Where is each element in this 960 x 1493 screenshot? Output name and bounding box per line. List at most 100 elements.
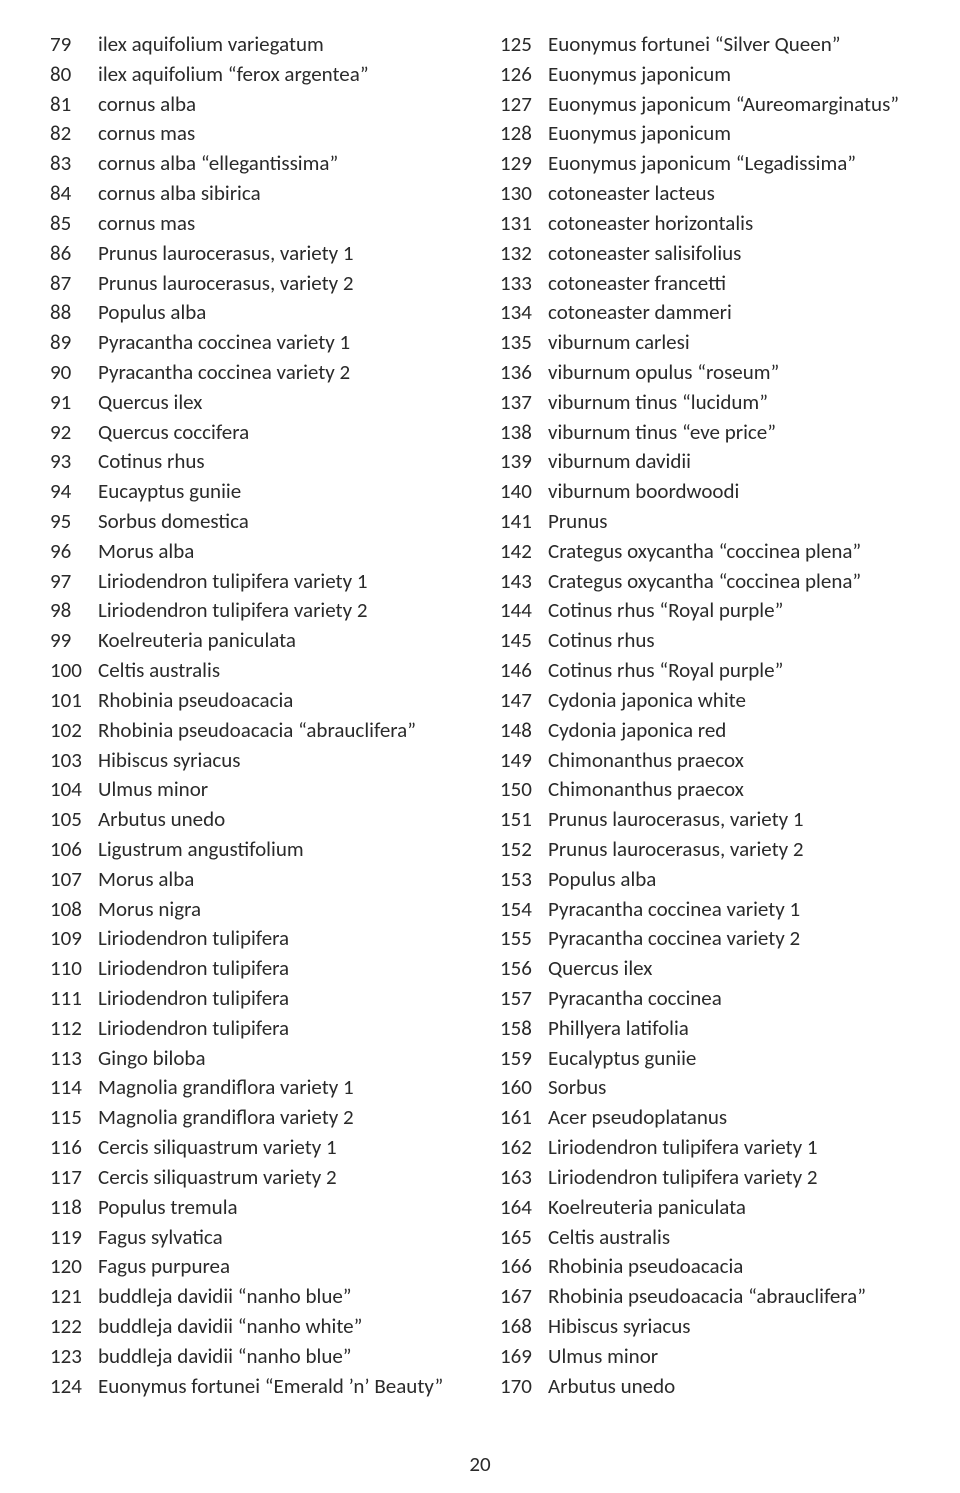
item-number: 155 <box>500 924 548 954</box>
item-name: buddleja davidii “nanho blue” <box>98 1342 460 1372</box>
item-name: buddleja davidii “nanho blue” <box>98 1282 460 1312</box>
list-item: 160Sorbus <box>500 1073 910 1103</box>
item-number: 100 <box>50 656 98 686</box>
item-name: Prunus <box>548 507 910 537</box>
list-item: 143Crategus oxycantha “coccinea plena” <box>500 567 910 597</box>
item-number: 116 <box>50 1133 98 1163</box>
item-number: 120 <box>50 1252 98 1282</box>
item-name: Liriodendron tulipifera variety 2 <box>98 596 460 626</box>
item-name: cotoneaster salisifolius <box>548 239 910 269</box>
list-item: 169Ulmus minor <box>500 1342 910 1372</box>
item-number: 157 <box>500 984 548 1014</box>
list-item: 111Liriodendron tulipifera <box>50 984 460 1014</box>
item-number: 133 <box>500 269 548 299</box>
list-item: 156Quercus ilex <box>500 954 910 984</box>
item-number: 85 <box>50 209 98 239</box>
item-number: 79 <box>50 30 98 60</box>
item-name: Liriodendron tulipifera variety 2 <box>548 1163 910 1193</box>
item-number: 90 <box>50 358 98 388</box>
list-item: 80ilex aquifolium “ferox argentea” <box>50 60 460 90</box>
list-item: 113Gingo biloba <box>50 1044 460 1074</box>
list-item: 115Magnolia grandiflora variety 2 <box>50 1103 460 1133</box>
item-number: 126 <box>500 60 548 90</box>
item-name: cotoneaster dammeri <box>548 298 910 328</box>
list-item: 103Hibiscus syriacus <box>50 746 460 776</box>
item-number: 109 <box>50 924 98 954</box>
item-name: Cydonia japonica white <box>548 686 910 716</box>
item-number: 89 <box>50 328 98 358</box>
item-name: Celtis australis <box>98 656 460 686</box>
list-item: 82cornus mas <box>50 119 460 149</box>
list-item: 164Koelreuteria paniculata <box>500 1193 910 1223</box>
item-name: Phillyera latifolia <box>548 1014 910 1044</box>
item-name: viburnum tinus “eve price” <box>548 418 910 448</box>
list-item: 117Cercis siliquastrum variety 2 <box>50 1163 460 1193</box>
item-name: Koelreuteria paniculata <box>98 626 460 656</box>
list-item: 137viburnum tinus “lucidum” <box>500 388 910 418</box>
item-name: cotoneaster francetti <box>548 269 910 299</box>
list-item: 158Phillyera latifolia <box>500 1014 910 1044</box>
item-number: 107 <box>50 865 98 895</box>
item-name: cornus mas <box>98 209 460 239</box>
item-number: 112 <box>50 1014 98 1044</box>
list-item: 96Morus alba <box>50 537 460 567</box>
list-item: 162Liriodendron tulipifera variety 1 <box>500 1133 910 1163</box>
item-name: Morus alba <box>98 537 460 567</box>
list-item: 136viburnum opulus “roseum” <box>500 358 910 388</box>
list-item: 91Quercus ilex <box>50 388 460 418</box>
item-number: 108 <box>50 895 98 925</box>
item-number: 127 <box>500 90 548 120</box>
item-name: Arbutus unedo <box>98 805 460 835</box>
item-number: 102 <box>50 716 98 746</box>
item-name: Rhobinia pseudoacacia “abrauclifera” <box>98 716 460 746</box>
item-name: viburnum opulus “roseum” <box>548 358 910 388</box>
list-item: 148Cydonia japonica red <box>500 716 910 746</box>
item-number: 101 <box>50 686 98 716</box>
item-number: 114 <box>50 1073 98 1103</box>
item-number: 81 <box>50 90 98 120</box>
item-number: 159 <box>500 1044 548 1074</box>
item-name: cornus alba sibirica <box>98 179 460 209</box>
list-item: 168Hibiscus syriacus <box>500 1312 910 1342</box>
item-name: Cotinus rhus “Royal purple” <box>548 656 910 686</box>
item-number: 124 <box>50 1372 98 1402</box>
list-item: 81cornus alba <box>50 90 460 120</box>
list-item: 125Euonymus fortunei “Silver Queen” <box>500 30 910 60</box>
list-item: 130cotoneaster lacteus <box>500 179 910 209</box>
item-name: Quercus ilex <box>548 954 910 984</box>
item-name: Prunus laurocerasus, variety 2 <box>548 835 910 865</box>
item-name: Liriodendron tulipifera <box>98 984 460 1014</box>
list-item: 121buddleja davidii “nanho blue” <box>50 1282 460 1312</box>
item-number: 110 <box>50 954 98 984</box>
item-number: 106 <box>50 835 98 865</box>
list-item: 135viburnum carlesi <box>500 328 910 358</box>
list-item: 108Morus nigra <box>50 895 460 925</box>
item-number: 142 <box>500 537 548 567</box>
list-item: 94Eucayptus guniie <box>50 477 460 507</box>
item-number: 91 <box>50 388 98 418</box>
item-number: 82 <box>50 119 98 149</box>
item-number: 162 <box>500 1133 548 1163</box>
item-name: Pyracantha coccinea variety 2 <box>548 924 910 954</box>
list-item: 157Pyracantha coccinea <box>500 984 910 1014</box>
item-name: Liriodendron tulipifera variety 1 <box>98 567 460 597</box>
item-number: 104 <box>50 775 98 805</box>
list-item: 144Cotinus rhus “Royal purple” <box>500 596 910 626</box>
item-name: Arbutus unedo <box>548 1372 910 1402</box>
list-item: 105Arbutus unedo <box>50 805 460 835</box>
item-number: 140 <box>500 477 548 507</box>
list-item: 92Quercus coccifera <box>50 418 460 448</box>
list-item: 119Fagus sylvatica <box>50 1223 460 1253</box>
item-number: 151 <box>500 805 548 835</box>
item-number: 154 <box>500 895 548 925</box>
two-column-list: 79ilex aquifolium variegatum80ilex aquif… <box>50 30 910 1401</box>
item-name: Cydonia japonica red <box>548 716 910 746</box>
page-number: 20 <box>0 1451 960 1477</box>
item-name: Cercis siliquastrum variety 2 <box>98 1163 460 1193</box>
item-name: cotoneaster horizontalis <box>548 209 910 239</box>
item-number: 136 <box>500 358 548 388</box>
item-number: 123 <box>50 1342 98 1372</box>
item-name: Magnolia grandiflora variety 2 <box>98 1103 460 1133</box>
list-item: 101Rhobinia pseudoacacia <box>50 686 460 716</box>
item-name: viburnum tinus “lucidum” <box>548 388 910 418</box>
